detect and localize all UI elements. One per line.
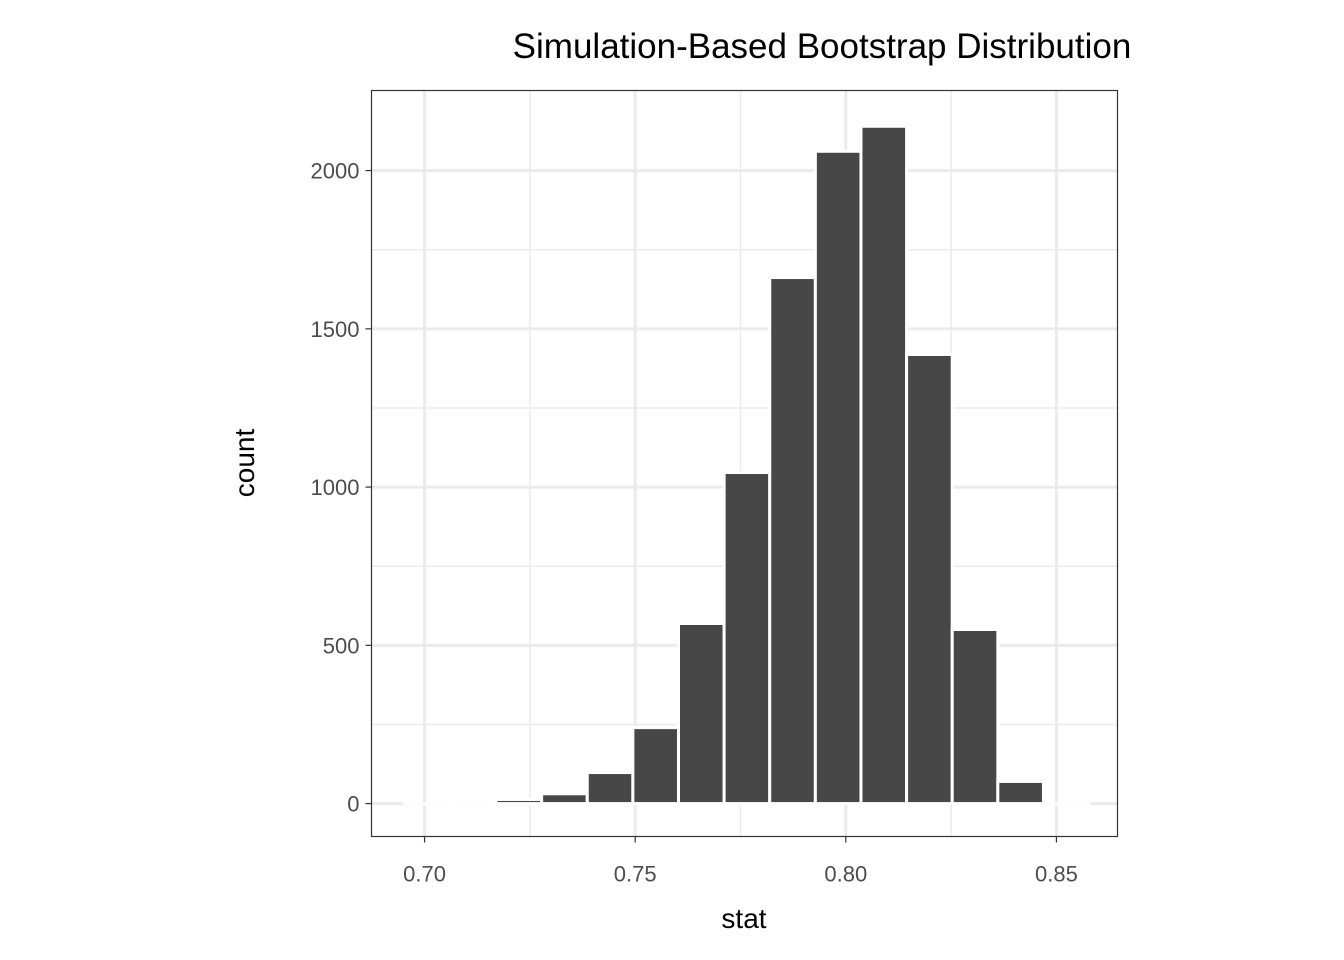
bars [403, 124, 1091, 806]
x-tick-label: 0.70 [403, 862, 446, 887]
y-tick-label: 500 [323, 633, 360, 658]
y-tick-label: 2000 [311, 159, 360, 184]
histogram-bar [585, 771, 635, 806]
histogram-bar [905, 352, 954, 806]
y-tick-label: 1500 [311, 317, 360, 342]
chart-title: Simulation-Based Bootstrap Distribution [513, 27, 1132, 66]
grid [371, 90, 1118, 837]
y-axis: 0 500 1000 1500 2000 [311, 159, 372, 817]
y-tick-label: 1000 [311, 475, 360, 500]
y-axis-label: count [229, 429, 260, 498]
histogram-bar [859, 124, 909, 806]
histogram-bar [950, 628, 1000, 806]
x-tick-label: 0.85 [1035, 862, 1078, 887]
x-axis-label: stat [721, 903, 766, 934]
histogram-bar [676, 621, 726, 806]
histogram-bar [768, 276, 817, 806]
histogram-bar [813, 149, 863, 806]
x-tick-label: 0.80 [824, 862, 867, 887]
x-axis: 0.70 0.75 0.80 0.85 [403, 836, 1078, 887]
histogram-bar [722, 471, 772, 806]
x-tick-label: 0.75 [614, 862, 657, 887]
histogram-bar [631, 726, 680, 806]
histogram-bar [540, 792, 589, 806]
histogram-bar [494, 797, 544, 806]
y-tick-label: 0 [347, 792, 359, 817]
histogram-bar [996, 779, 1045, 806]
panel-border [370, 89, 1119, 838]
